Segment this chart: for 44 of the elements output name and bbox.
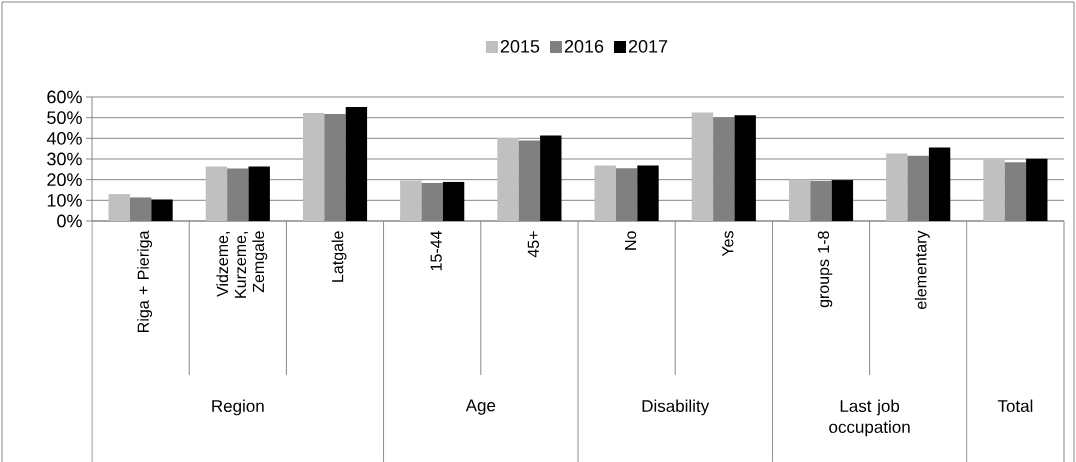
bar (831, 180, 854, 221)
x-tick-label: Latgale (331, 231, 347, 282)
bar (540, 135, 562, 221)
bar (205, 166, 228, 221)
y-tick-label: 60% (47, 90, 82, 104)
legend-label: 2017 (628, 39, 668, 53)
bar (594, 165, 616, 221)
bar (442, 181, 465, 221)
y-tick-label: 50% (47, 111, 82, 125)
bar (400, 180, 422, 221)
text: Disability (642, 399, 710, 416)
bar (928, 147, 951, 221)
text: Total (997, 399, 1033, 413)
bar (1026, 158, 1048, 221)
x-tick-label: 15-44 (430, 231, 442, 271)
x-tick-label: Vidzeme, Kurzeme, Zemgale (216, 231, 268, 298)
y-tick-label: 40% (46, 131, 82, 145)
x-tick-label: No (625, 231, 637, 250)
bar (886, 153, 908, 221)
bar (108, 194, 130, 221)
x-tick-label: Yes (722, 231, 734, 257)
bar (788, 179, 811, 221)
x-tick-label: groups 1-8 (817, 231, 833, 308)
x-tick-label: Riga + Pieriga (137, 230, 153, 332)
bar (983, 159, 1005, 221)
x-tick-label: 45+ (527, 231, 539, 258)
y-tick-label: 0% (57, 214, 82, 228)
y-tick-label: 20% (47, 173, 82, 187)
bar (302, 113, 325, 221)
bar (151, 199, 173, 221)
bar (345, 106, 368, 221)
text: Last job occupation (829, 399, 910, 437)
text: Age (465, 399, 496, 415)
y-tick-label: 30% (47, 152, 82, 166)
bar (248, 166, 270, 221)
y-tick-label: 10% (47, 193, 82, 207)
bar (637, 165, 659, 221)
bar (734, 115, 756, 221)
text: Region (212, 399, 264, 416)
legend-label: 2015 (500, 39, 540, 53)
bar (691, 112, 714, 221)
legend-label: 2016 (564, 39, 604, 53)
bar (497, 138, 519, 221)
x-tick-label: elementary (914, 230, 930, 309)
